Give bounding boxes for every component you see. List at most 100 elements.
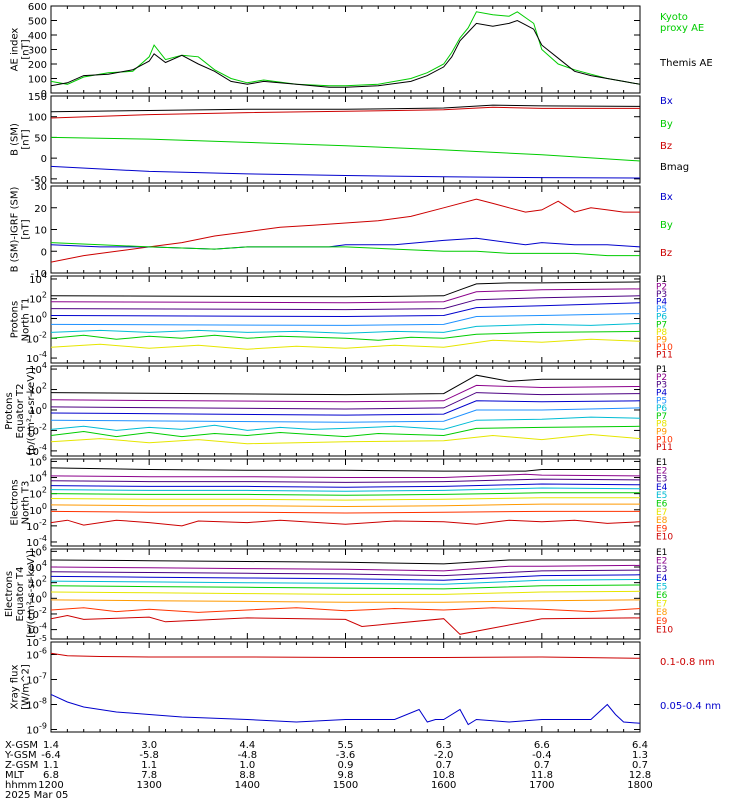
- y-tick-label: 102: [29, 382, 47, 397]
- legend-entry: P4: [656, 388, 667, 398]
- legend-entry: P1: [656, 275, 667, 285]
- orbit-row-value: 6.4: [632, 740, 648, 751]
- legend-entry: By: [660, 119, 673, 130]
- x-axis-label: hhmm: [5, 780, 37, 791]
- legend-entry: P11: [656, 443, 673, 453]
- y-axis-label: Xray flux: [10, 665, 21, 710]
- y-tick-label: 200: [28, 60, 47, 71]
- orbit-row-value: -4.8: [238, 750, 258, 761]
- legend-entry: E9: [656, 524, 668, 534]
- series-line-0-05-0-4-nm: [51, 694, 640, 726]
- series-line-e2: [51, 564, 640, 572]
- panel-frame: [50, 5, 641, 94]
- series-line-e5: [51, 579, 640, 585]
- series-line-p4: [51, 302, 640, 318]
- series-line-bmag: [51, 104, 640, 113]
- series-line-e2: [51, 473, 640, 478]
- series-line-themis-ae: [51, 19, 640, 88]
- y-axis-label: [nT]: [21, 219, 32, 239]
- series-line-e6: [51, 492, 640, 496]
- series-line-p7: [51, 330, 640, 341]
- series-line-p2: [51, 288, 640, 304]
- orbit-row-value: -0.4: [532, 750, 552, 761]
- y-tick-label: 102: [29, 291, 47, 306]
- series-line-e1: [51, 467, 640, 472]
- y-tick-label: 50: [34, 133, 47, 144]
- legend-entry: E10: [656, 533, 673, 543]
- orbit-row-value: 6.6: [534, 740, 550, 751]
- legend-entry: E10: [656, 625, 673, 635]
- series-line-e9: [51, 607, 640, 613]
- series-line-e1: [51, 559, 640, 565]
- legend-entry: P9: [656, 428, 667, 438]
- series-line-p7: [51, 425, 640, 438]
- legend-entry: P2: [656, 283, 667, 293]
- panel-p_t1: 104 102 100 10-2 10-4 Protons North T1 P1P2P3P4…: [10, 271, 674, 365]
- series-line-0-1-0-8-nm: [51, 652, 640, 659]
- legend-entry: P10: [656, 343, 673, 353]
- y-tick-label: 10-2: [26, 518, 47, 533]
- legend-entry: E6: [656, 591, 668, 601]
- legend-entry: E7: [656, 600, 667, 610]
- legend-entry: P8: [656, 420, 667, 430]
- orbit-row-value: 12.8: [629, 770, 651, 781]
- legend-entry: E9: [656, 617, 668, 627]
- orbit-row-value: 9.8: [338, 770, 354, 781]
- y-tick-label: 10-5: [26, 634, 47, 649]
- series-line-bx: [51, 165, 640, 179]
- series-line-kyoto-proxy-ae: [51, 11, 640, 87]
- legend-entry: Bx: [660, 96, 673, 107]
- y-tick-label: 10-2: [26, 606, 47, 621]
- y-tick-label: 102: [29, 486, 47, 501]
- y-axis-label: [nT]: [21, 129, 32, 149]
- legend-entry: P10: [656, 435, 673, 445]
- orbit-row-value: 1.1: [141, 760, 157, 771]
- orbit-row-label: Z-GSM: [5, 760, 38, 771]
- y-axis-label: B (SM)-IGRF (SM): [10, 187, 21, 273]
- series-line-e6: [51, 584, 640, 590]
- legend-entry: E4: [656, 574, 668, 584]
- orbit-row-x-gsm: X-GSM 1.4 3.0 4.4 5.5 6.3 6.6 6.4: [5, 740, 648, 751]
- series-line-e3: [51, 569, 640, 577]
- series-line-e9: [51, 510, 640, 514]
- y-tick-label: 102: [29, 575, 47, 590]
- y-tick-label: 0: [41, 154, 47, 165]
- orbit-row-label: Y-GSM: [4, 750, 37, 761]
- legend-entry: E6: [656, 500, 668, 510]
- series-line-bx: [51, 237, 640, 250]
- panel-frame: [50, 641, 641, 733]
- legend-entry: P7: [656, 320, 667, 330]
- series-line-p8: [51, 338, 640, 350]
- x-axis: hhmm 1200 1300 1400 1500 1600 1700 1800 2025 Mar…: [5, 780, 653, 800]
- legend-entry: E4: [656, 483, 668, 493]
- y-axis-label: B (SM): [10, 123, 21, 156]
- orbit-row-value: 6.3: [436, 740, 452, 751]
- legend-entry: P3: [656, 381, 667, 391]
- y-tick-label: 10-9: [26, 722, 47, 737]
- y-axis-label: [p/(cm²-s-sr-keV)]: [26, 367, 37, 455]
- x-tick-label: 1400: [235, 780, 260, 791]
- x-tick-label: 1500: [333, 780, 358, 791]
- orbit-row-value: 7.8: [141, 770, 157, 781]
- orbit-row-y-gsm: Y-GSM -6.4 -5.8 -4.8 -3.6 -2.0 -0.4 1.3: [4, 750, 648, 761]
- orbit-row-z-gsm: Z-GSM 1.1 1.1 1.0 0.9 0.7 0.7 0.7: [5, 760, 648, 771]
- series-line-e10: [51, 519, 640, 527]
- x-tick-label: 1800: [627, 780, 652, 791]
- orbit-row-value: 1.4: [43, 740, 59, 751]
- orbit-row-value: -2.0: [434, 750, 454, 761]
- legend-entry: P9: [656, 335, 667, 345]
- y-tick-label: 10: [34, 226, 47, 237]
- date-label: 2025 Mar 05: [5, 790, 68, 800]
- legend-entry: P11: [656, 350, 673, 360]
- y-tick-label: 106: [29, 543, 47, 558]
- y-tick-label: 0: [41, 89, 47, 100]
- y-tick-label: 100: [28, 75, 47, 86]
- y-axis-label: [W/m^2]: [21, 664, 32, 710]
- y-axis-label: Electrons: [4, 571, 15, 617]
- legend-entry: E3: [656, 475, 667, 485]
- x-tick-label: 1600: [431, 780, 456, 791]
- y-tick-label: 104: [29, 361, 47, 376]
- y-axis-label: [e/(cm²-s-sr-keV)]: [26, 550, 37, 638]
- y-axis-label: Electrons: [10, 479, 21, 525]
